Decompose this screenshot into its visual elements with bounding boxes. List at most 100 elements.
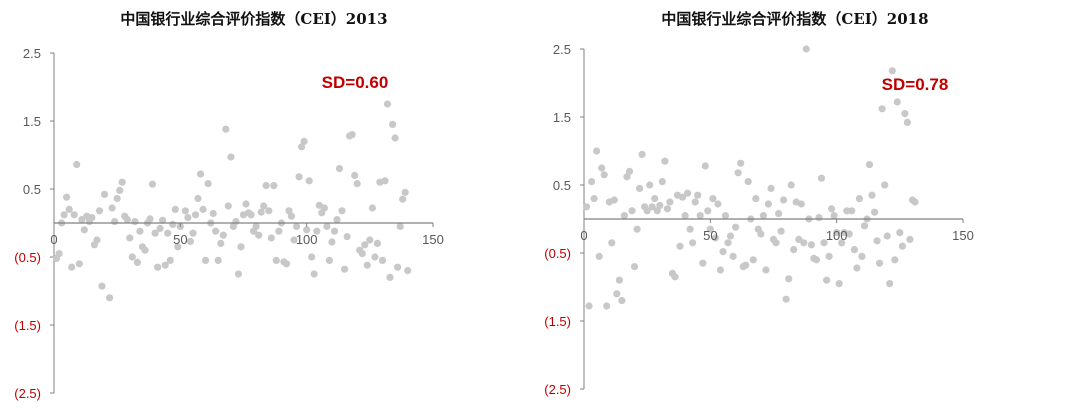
data-point xyxy=(95,207,104,215)
data-point xyxy=(729,252,737,260)
data-point xyxy=(285,207,293,215)
y-tick-label: (2.5) xyxy=(14,386,41,401)
y-tick-label: (2.5) xyxy=(544,382,571,397)
data-point xyxy=(270,182,278,190)
data-point xyxy=(242,200,250,208)
data-point xyxy=(681,212,689,220)
data-point xyxy=(787,181,795,189)
data-point xyxy=(199,205,207,213)
sd-annotation: SD=0.78 xyxy=(882,75,949,94)
data-point xyxy=(98,282,106,290)
data-point xyxy=(815,214,823,222)
data-point xyxy=(684,189,692,197)
data-point xyxy=(777,227,785,235)
data-point xyxy=(719,248,727,256)
data-point xyxy=(247,211,255,219)
data-point xyxy=(73,160,81,169)
data-point xyxy=(636,184,644,192)
data-point xyxy=(752,195,760,203)
data-point xyxy=(721,212,730,220)
x-tick-label: 100 xyxy=(296,232,318,247)
y-tick-label: (0.5) xyxy=(14,250,41,265)
data-point xyxy=(737,159,745,167)
data-point xyxy=(338,207,346,215)
x-tick-label: 50 xyxy=(703,228,717,243)
data-point xyxy=(141,246,149,254)
y-tick-label: (1.5) xyxy=(14,318,41,333)
data-point xyxy=(871,208,879,216)
data-point xyxy=(394,263,402,271)
data-point xyxy=(159,216,167,224)
data-point xyxy=(118,178,126,186)
data-point xyxy=(850,246,858,254)
data-point xyxy=(714,200,722,208)
x-tick-label: 150 xyxy=(952,228,974,243)
data-point xyxy=(313,227,321,235)
data-point xyxy=(823,276,831,284)
y-tick-label: 2.5 xyxy=(23,46,41,61)
data-point xyxy=(325,256,333,264)
data-point xyxy=(785,275,793,283)
data-point xyxy=(399,195,407,203)
data-point xyxy=(593,147,601,155)
data-point xyxy=(260,202,268,210)
data-point xyxy=(237,243,245,251)
data-point xyxy=(93,236,101,244)
data-point xyxy=(764,200,772,208)
data-point xyxy=(70,211,78,219)
data-point xyxy=(305,177,313,185)
data-point xyxy=(598,164,606,172)
data-point xyxy=(734,169,742,177)
y-tick-label: 0.5 xyxy=(553,178,571,193)
data-point xyxy=(658,178,666,186)
data-point xyxy=(628,207,636,215)
data-point xyxy=(676,242,684,250)
data-point xyxy=(252,222,260,230)
data-point xyxy=(724,239,732,247)
chart-panel-2013: 中国银行业综合评价指数（CEI）2013 2.5 1.5 0.5 (0.5) (1.5) (… xyxy=(14,10,444,401)
data-point xyxy=(383,100,392,108)
data-point xyxy=(154,263,162,271)
data-point xyxy=(843,207,851,215)
data-point xyxy=(643,207,651,215)
data-point xyxy=(744,178,752,186)
data-point xyxy=(891,256,899,264)
data-point xyxy=(323,222,331,230)
data-point xyxy=(371,253,379,261)
data-point xyxy=(865,161,874,169)
data-point xyxy=(666,198,674,206)
data-point xyxy=(820,239,828,247)
data-point xyxy=(363,261,371,269)
data-point xyxy=(838,239,846,247)
data-point xyxy=(174,243,182,251)
scatter-chart-2018: 中国银行业综合评价指数（CEI）2018 2.5 1.5 0.5 (0.5) (1.5) (… xyxy=(544,10,974,397)
data-point xyxy=(368,204,376,212)
data-point xyxy=(618,297,626,305)
data-point xyxy=(60,211,68,219)
data-point xyxy=(585,302,593,310)
data-point xyxy=(780,196,788,204)
chart-title: 中国银行业综合评价指数（CEI）2018 xyxy=(661,10,928,28)
data-point xyxy=(353,180,361,188)
data-point xyxy=(709,195,717,203)
y-tick-label: (1.5) xyxy=(544,314,571,329)
data-point xyxy=(858,252,866,260)
data-point xyxy=(878,105,886,113)
data-point xyxy=(775,210,783,218)
data-point xyxy=(293,222,301,230)
x-tick-label: 100 xyxy=(826,228,848,243)
data-point xyxy=(282,260,291,268)
scatter-chart-2013: 中国银行业综合评价指数（CEI）2013 2.5 1.5 0.5 (0.5) (1.5) (… xyxy=(14,10,444,401)
data-point xyxy=(595,252,603,260)
data-point xyxy=(275,227,283,235)
data-point xyxy=(65,205,73,213)
data-point xyxy=(678,193,687,201)
data-point xyxy=(63,193,71,201)
data-point xyxy=(663,205,671,213)
data-point xyxy=(262,182,270,190)
data-point xyxy=(696,212,704,220)
data-point xyxy=(610,196,618,204)
data-point xyxy=(757,230,765,238)
data-point xyxy=(807,241,815,249)
data-point xyxy=(361,241,369,249)
